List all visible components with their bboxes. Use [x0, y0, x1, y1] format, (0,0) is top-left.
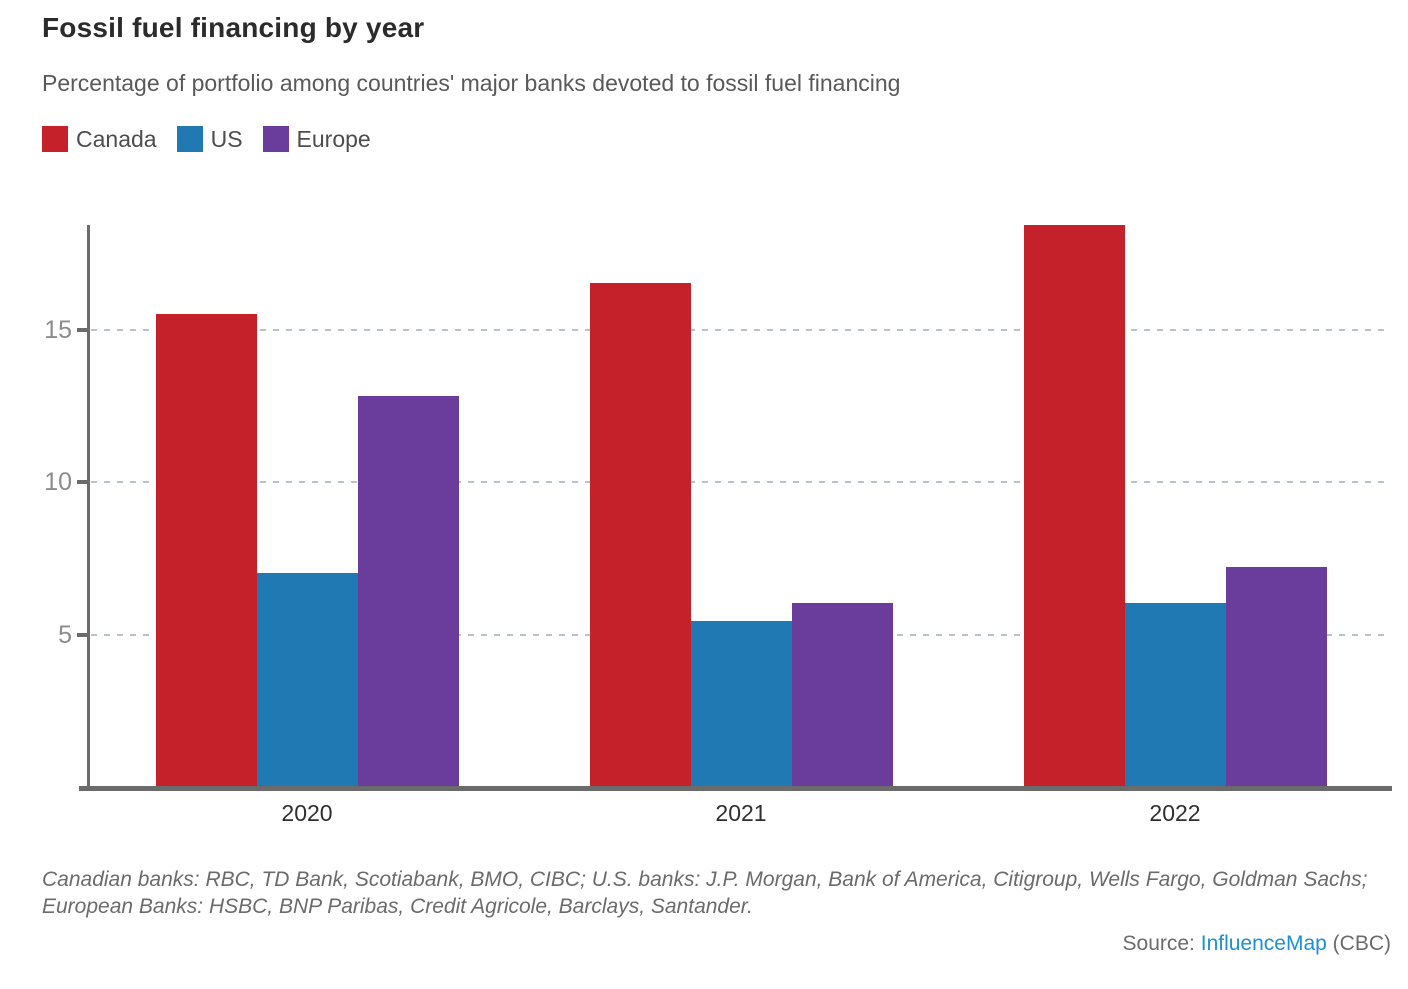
y-tick-10 [77, 480, 88, 485]
footnote: Canadian banks: RBC, TD Bank, Scotiabank… [42, 868, 1368, 918]
y-tick-5 [77, 632, 88, 637]
y-tick-15 [77, 327, 88, 332]
bar-canada-2022 [1023, 225, 1125, 786]
legend-swatch-us [176, 126, 203, 152]
source-line: Source: InfluenceMap (CBC) [1123, 932, 1391, 956]
legend-item-europe: Europe [262, 126, 371, 152]
bar-canada-2020 [155, 313, 257, 786]
x-label-2021: 2021 [715, 800, 767, 826]
source-prefix: Source: [1122, 932, 1201, 955]
plot-area [88, 225, 1392, 787]
source-suffix: (CBC) [1326, 932, 1391, 955]
gridline-15 [91, 328, 1390, 331]
y-tick-label-5: 5 [58, 620, 72, 649]
x-label-2020: 2020 [281, 800, 333, 826]
x-label-2022: 2022 [1149, 800, 1201, 826]
x-axis-line [79, 786, 1392, 791]
y-axis-line [87, 225, 90, 787]
bar-europe-2021 [791, 603, 893, 786]
legend-label-europe: Europe [296, 126, 371, 152]
y-tick-label-15: 15 [44, 315, 72, 344]
chart-subtitle: Percentage of portfolio among countries'… [42, 70, 901, 96]
gridline-10 [91, 481, 1390, 484]
legend-item-us: US [176, 126, 243, 152]
chart-title: Fossil fuel financing by year [42, 12, 425, 43]
bar-us-2021 [690, 621, 792, 786]
bar-europe-2022 [1225, 566, 1327, 786]
legend-label-us: US [210, 126, 243, 152]
y-tick-label-10: 10 [44, 468, 72, 497]
legend-item-canada: Canada [42, 126, 157, 152]
bar-us-2022 [1124, 603, 1226, 786]
legend-swatch-europe [262, 126, 289, 152]
bar-canada-2021 [589, 283, 691, 786]
legend-label-canada: Canada [76, 126, 157, 152]
legend-swatch-canada [42, 126, 68, 152]
bar-us-2020 [256, 572, 358, 786]
source-link[interactable]: InfluenceMap [1200, 932, 1327, 955]
bar-europe-2020 [357, 395, 459, 786]
legend: Canada US Europe [42, 126, 371, 152]
